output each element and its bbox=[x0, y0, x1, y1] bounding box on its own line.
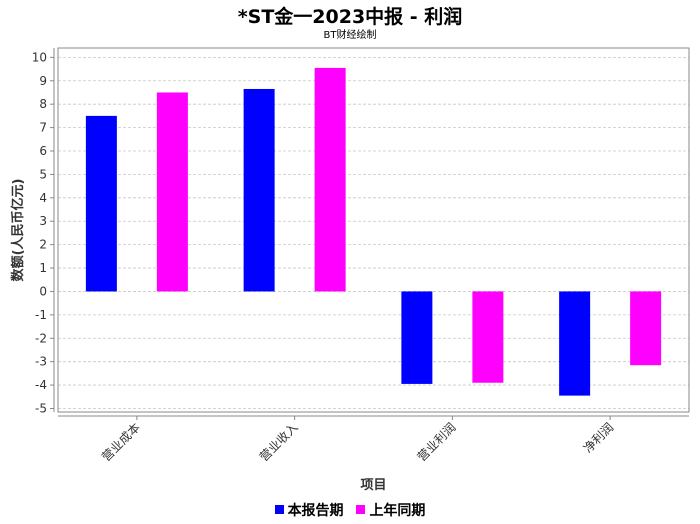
y-tick-label: 9 bbox=[39, 74, 47, 88]
y-tick-label: 10 bbox=[32, 50, 47, 64]
x-tick-label: 营业利润 bbox=[415, 420, 459, 464]
gridlines bbox=[58, 56, 689, 409]
x-axis-title: 项目 bbox=[360, 478, 386, 493]
legend-item-current: 本报告期 bbox=[274, 500, 344, 520]
legend-item-previous: 上年同期 bbox=[356, 500, 425, 520]
y-tick-label: -2 bbox=[35, 331, 47, 345]
legend-label-current: 本报告期 bbox=[287, 503, 344, 519]
y-tick-label: 0 bbox=[39, 284, 47, 298]
y-tick-label: 8 bbox=[39, 97, 47, 111]
bar-current bbox=[243, 88, 275, 292]
x-tick-label: 营业收入 bbox=[257, 420, 301, 464]
y-tick-label: 4 bbox=[39, 191, 47, 205]
y-tick-label: -4 bbox=[35, 378, 47, 392]
y-tick-label: 6 bbox=[39, 144, 47, 158]
bar-current bbox=[85, 115, 117, 292]
legend-swatch-previous bbox=[356, 505, 366, 514]
x-tick-label: 净利润 bbox=[581, 420, 616, 455]
bar-previous bbox=[314, 67, 346, 292]
y-tick-label: -5 bbox=[35, 401, 47, 415]
plot-area-frame bbox=[57, 47, 690, 413]
bars bbox=[85, 67, 662, 396]
x-axis: 营业成本 营业收入 营业利润 净利润 bbox=[58, 415, 689, 464]
legend-swatch-current bbox=[274, 505, 284, 514]
y-tick-label: 7 bbox=[39, 121, 47, 135]
y-axis-title: 数额(人民币亿元) bbox=[10, 179, 26, 282]
bar-current bbox=[401, 291, 433, 384]
bar-previous bbox=[630, 291, 662, 366]
y-tick-label: 2 bbox=[39, 238, 47, 252]
y-tick-label: -1 bbox=[35, 308, 47, 322]
bar-previous bbox=[156, 92, 188, 292]
y-tick-label: 5 bbox=[39, 167, 47, 181]
chart-subtitle: BT财经绘制 bbox=[323, 30, 377, 41]
x-tick-label: 营业成本 bbox=[99, 420, 143, 464]
legend: 本报告期 上年同期 bbox=[0, 500, 700, 520]
y-tick-label: -3 bbox=[35, 355, 47, 369]
legend-label-previous: 上年同期 bbox=[369, 503, 426, 519]
bar-current bbox=[559, 291, 591, 396]
y-tick-label: 1 bbox=[39, 261, 47, 275]
bar-previous bbox=[472, 291, 504, 383]
y-tick-label: 3 bbox=[39, 214, 47, 228]
chart-title: *ST金一2023中报 - 利润 bbox=[237, 6, 463, 28]
